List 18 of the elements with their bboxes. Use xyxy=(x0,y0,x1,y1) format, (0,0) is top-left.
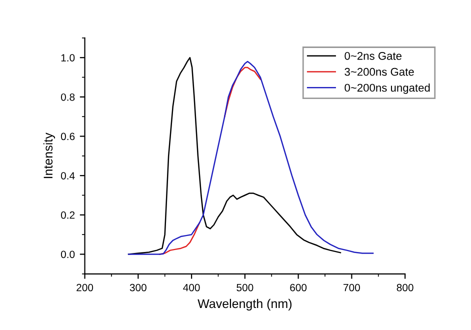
legend-label: 3~200ns Gate xyxy=(344,68,414,76)
x-tick-label: 300 xyxy=(130,284,146,292)
x-tick-label: 500 xyxy=(236,284,254,292)
x-tick-label: 700 xyxy=(344,284,360,292)
y-tick-label: 0.6 xyxy=(60,132,75,140)
y-tick-label: 0.8 xyxy=(60,93,75,101)
y-tick-label: 0.4 xyxy=(60,172,75,180)
legend-label: 0~200ns ungated xyxy=(344,84,430,94)
x-axis-title: Wavelength (nm) xyxy=(198,298,292,311)
x-tick-label: 800 xyxy=(396,284,414,292)
x-tick-label: 200 xyxy=(76,284,94,292)
x-tick-label: 400 xyxy=(183,284,200,292)
y-tick-label: 0.0 xyxy=(60,250,75,258)
y-axis-title: Intensity xyxy=(43,132,56,178)
x-tick-label: 600 xyxy=(290,284,307,292)
y-tick-label: 0.2 xyxy=(60,211,75,219)
y-tick-label: 1.0 xyxy=(61,54,75,62)
legend-label: 0~2ns Gate xyxy=(344,52,402,60)
